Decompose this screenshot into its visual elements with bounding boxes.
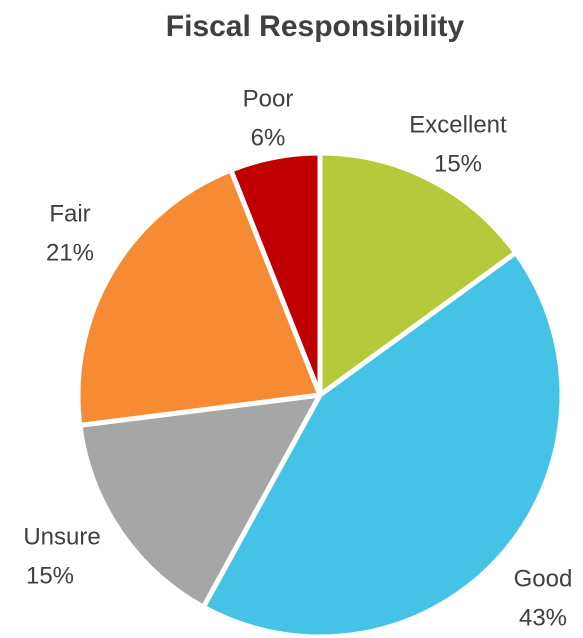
pie-slice bbox=[317, 150, 519, 398]
slice-value-label: 21% bbox=[46, 239, 94, 266]
pie-slice bbox=[75, 167, 323, 428]
pie-slice bbox=[228, 150, 323, 398]
pie-slice bbox=[77, 392, 323, 610]
chart-title: Fiscal Responsibility bbox=[166, 10, 465, 43]
slice-label: Poor bbox=[243, 85, 294, 112]
slice-label: Good bbox=[514, 565, 573, 592]
slice-label: Fair bbox=[49, 200, 90, 227]
slice-value-label: 6% bbox=[251, 124, 286, 151]
slice-value-label: 15% bbox=[26, 562, 74, 589]
slice-value-label: 43% bbox=[519, 604, 567, 631]
slice-label: Unsure bbox=[23, 523, 100, 550]
slice-label: Excellent bbox=[409, 111, 507, 138]
slice-value-label: 15% bbox=[434, 150, 482, 177]
pie-slice bbox=[200, 250, 565, 638]
